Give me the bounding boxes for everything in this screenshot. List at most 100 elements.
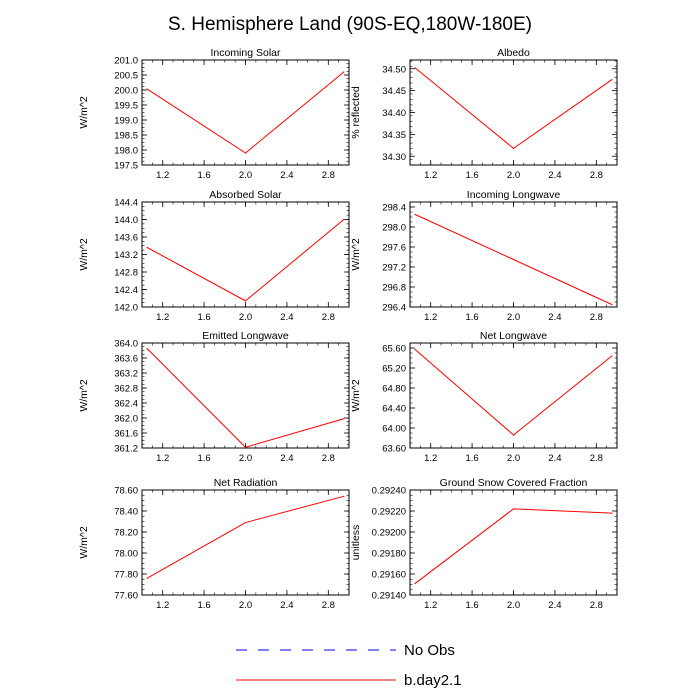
x-tick-label: 1.6 — [465, 170, 478, 181]
series-segment — [414, 349, 514, 436]
legend-item: b.day2.1 — [236, 672, 462, 689]
series-segment — [414, 214, 514, 260]
data-point — [512, 434, 515, 436]
series-segment — [414, 67, 514, 149]
panel-title: Net Radiation — [214, 477, 278, 489]
data-point — [611, 512, 613, 514]
y-tick-label: 0.29140 — [372, 591, 406, 602]
plot-frame — [409, 342, 618, 449]
y-tick-label: 363.2 — [114, 369, 138, 380]
x-tick-label: 1.2 — [156, 453, 169, 464]
x-tick-label: 2.8 — [322, 453, 335, 464]
y-tick-label: 64.00 — [382, 424, 406, 435]
y-tick-label: 198.5 — [114, 131, 138, 142]
series-segment — [245, 71, 345, 154]
y-tick-label: 0.29240 — [372, 486, 406, 497]
x-tick-label: 1.2 — [156, 312, 169, 323]
series-segment — [513, 79, 613, 149]
y-axis-label: % reflected — [350, 86, 362, 139]
x-tick-label: 1.6 — [465, 600, 478, 611]
y-tick-label: 142.4 — [114, 285, 138, 296]
y-tick-label: 142.8 — [114, 268, 138, 279]
y-tick-label: 362.8 — [114, 384, 138, 395]
y-tick-label: 0.29220 — [372, 507, 406, 518]
data-point — [146, 577, 148, 579]
y-axis-label: W/m^2 — [78, 96, 90, 129]
y-tick-label: 144.0 — [114, 215, 138, 226]
x-tick-label: 2.0 — [507, 312, 520, 323]
x-tick-label: 2.8 — [590, 312, 603, 323]
y-tick-label: 78.20 — [114, 528, 138, 539]
y-tick-label: 77.80 — [114, 570, 138, 581]
y-tick-label: 78.40 — [114, 507, 138, 518]
series-segment — [146, 522, 246, 579]
data-point — [244, 446, 247, 448]
x-tick-label: 2.4 — [280, 170, 293, 181]
x-tick-label: 2.4 — [280, 312, 293, 323]
data-point — [611, 79, 613, 81]
y-tick-label: 362.4 — [114, 399, 138, 410]
figure-title: S. Hemisphere Land (90S-EQ,180W-180E) — [168, 14, 532, 35]
panel-grid: Incoming Solar W/m^2 1.2 1.6 2.0 2.4 2.8 197.5 1… — [78, 47, 618, 611]
y-tick-label: 143.6 — [114, 233, 138, 244]
panel-title: Albedo — [497, 47, 530, 59]
y-tick-label: 34.30 — [382, 152, 406, 163]
y-tick-label: 298.0 — [382, 223, 406, 234]
y-axis-label: W/m^2 — [78, 379, 90, 412]
x-tick-label: 1.6 — [197, 312, 210, 323]
y-axis-label: W/m^2 — [350, 238, 362, 271]
x-tick-label: 1.2 — [424, 600, 437, 611]
panel-4: Emitted Longwave W/m^2 1.2 1.6 2.0 2.4 2.8 361.… — [78, 330, 350, 464]
data-point — [146, 348, 148, 350]
y-tick-label: 296.4 — [382, 303, 406, 314]
x-tick-label: 1.2 — [156, 170, 169, 181]
data-point — [343, 418, 345, 420]
y-tick-label: 34.40 — [382, 108, 406, 119]
data-point — [414, 213, 416, 216]
x-tick-label: 2.4 — [280, 600, 293, 611]
x-tick-label: 2.4 — [548, 600, 561, 611]
plot-frame — [141, 59, 350, 166]
x-tick-label: 2.0 — [507, 170, 520, 181]
y-tick-label: 296.8 — [382, 283, 406, 294]
y-tick-label: 364.0 — [114, 339, 138, 350]
data-point — [414, 348, 416, 351]
panel-5: Net Longwave W/m^2 1.2 1.6 2.0 2.4 2.8 63.60 64.… — [350, 330, 618, 464]
x-tick-label: 1.2 — [156, 600, 169, 611]
plot-frame — [141, 342, 350, 449]
y-axis-label: W/m^2 — [350, 379, 362, 412]
x-tick-label: 2.8 — [322, 170, 335, 181]
y-tick-label: 298.4 — [382, 203, 406, 214]
data-point — [244, 521, 247, 524]
x-tick-label: 2.8 — [590, 453, 603, 464]
y-axis-label: unitless — [350, 525, 362, 561]
y-tick-label: 200.5 — [114, 71, 138, 82]
y-axis-label: W/m^2 — [78, 238, 90, 271]
x-tick-label: 1.2 — [424, 312, 437, 323]
y-tick-label: 78.00 — [114, 549, 138, 560]
y-tick-label: 361.6 — [114, 429, 138, 440]
series-segment — [146, 247, 246, 302]
data-point — [244, 300, 247, 302]
panel-3: Incoming Longwave W/m^2 1.2 1.6 2.0 2.4 2.8 296… — [350, 189, 618, 323]
x-tick-label: 1.6 — [197, 600, 210, 611]
data-point — [343, 218, 345, 221]
y-tick-label: 34.50 — [382, 64, 406, 75]
series-segment — [513, 508, 612, 514]
panel-0: Incoming Solar W/m^2 1.2 1.6 2.0 2.4 2.8 197.5 1… — [78, 47, 350, 181]
data-point — [611, 303, 613, 306]
panel-title: Net Longwave — [480, 330, 547, 342]
x-tick-label: 2.4 — [548, 170, 561, 181]
x-tick-label: 2.8 — [590, 600, 603, 611]
panel-title: Ground Snow Covered Fraction — [440, 477, 588, 489]
y-tick-label: 63.60 — [382, 444, 406, 455]
y-tick-label: 64.40 — [382, 404, 406, 415]
y-axis-label: W/m^2 — [78, 526, 90, 559]
x-tick-label: 2.0 — [239, 170, 252, 181]
panel-title: Absorbed Solar — [209, 189, 282, 201]
series-segment — [513, 355, 613, 436]
x-tick-label: 2.8 — [322, 312, 335, 323]
panel-title: Emitted Longwave — [202, 330, 289, 342]
panel-1: Albedo % reflected 1.2 1.6 2.0 2.4 2.8 34.30 34.… — [350, 47, 618, 181]
data-point — [611, 355, 613, 357]
